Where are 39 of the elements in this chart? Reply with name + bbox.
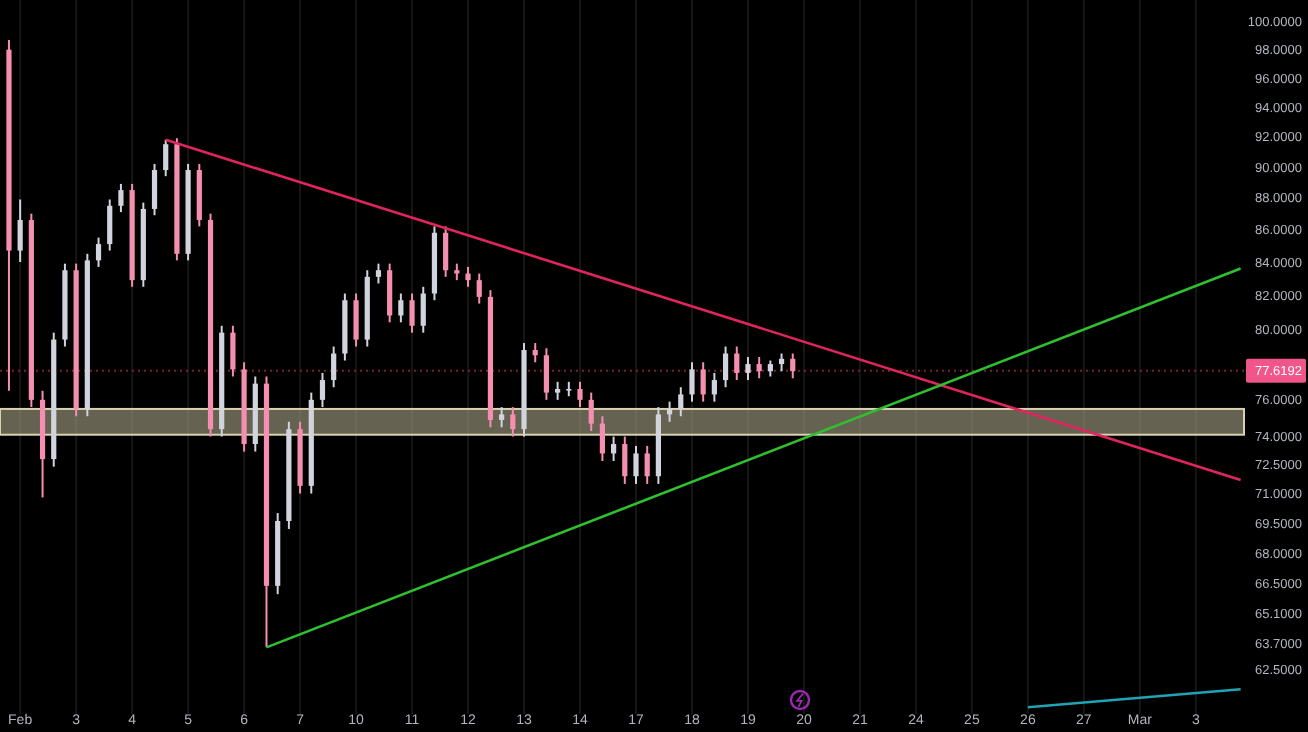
candlestick xyxy=(409,292,415,334)
candlestick xyxy=(711,371,717,403)
candlestick xyxy=(555,380,561,401)
candlestick xyxy=(588,391,594,433)
candlestick xyxy=(734,345,740,382)
candlestick xyxy=(790,352,796,380)
candlestick xyxy=(476,272,482,305)
candlestick xyxy=(387,262,393,324)
candlestick xyxy=(107,198,113,252)
candlestick xyxy=(689,361,695,403)
candlestick xyxy=(95,236,102,268)
candlestick xyxy=(398,292,404,324)
candlestick xyxy=(319,371,326,409)
candlestick xyxy=(599,415,606,462)
candlestick xyxy=(633,444,639,485)
candlestick xyxy=(611,435,617,462)
candlestick xyxy=(331,345,337,389)
candlestick xyxy=(577,380,583,409)
candlestick xyxy=(465,265,471,288)
candlestick xyxy=(163,138,169,178)
candlestick xyxy=(510,406,516,438)
candlestick xyxy=(118,182,124,214)
candlestick xyxy=(443,225,449,278)
candlestick xyxy=(756,356,762,380)
candlestick xyxy=(230,324,236,378)
candlestick xyxy=(644,444,650,485)
candlestick xyxy=(700,361,706,403)
candlestick xyxy=(722,345,729,389)
candlestick xyxy=(499,406,505,429)
candlestick xyxy=(151,162,158,217)
candlestick xyxy=(745,356,751,382)
candlestick xyxy=(678,386,684,418)
candlestick xyxy=(375,262,382,285)
candlestick xyxy=(17,198,23,263)
candlestick xyxy=(353,292,359,348)
candlestick xyxy=(420,285,426,334)
candlestick xyxy=(532,342,538,364)
candlestick xyxy=(622,435,628,485)
candlestick xyxy=(543,347,550,401)
